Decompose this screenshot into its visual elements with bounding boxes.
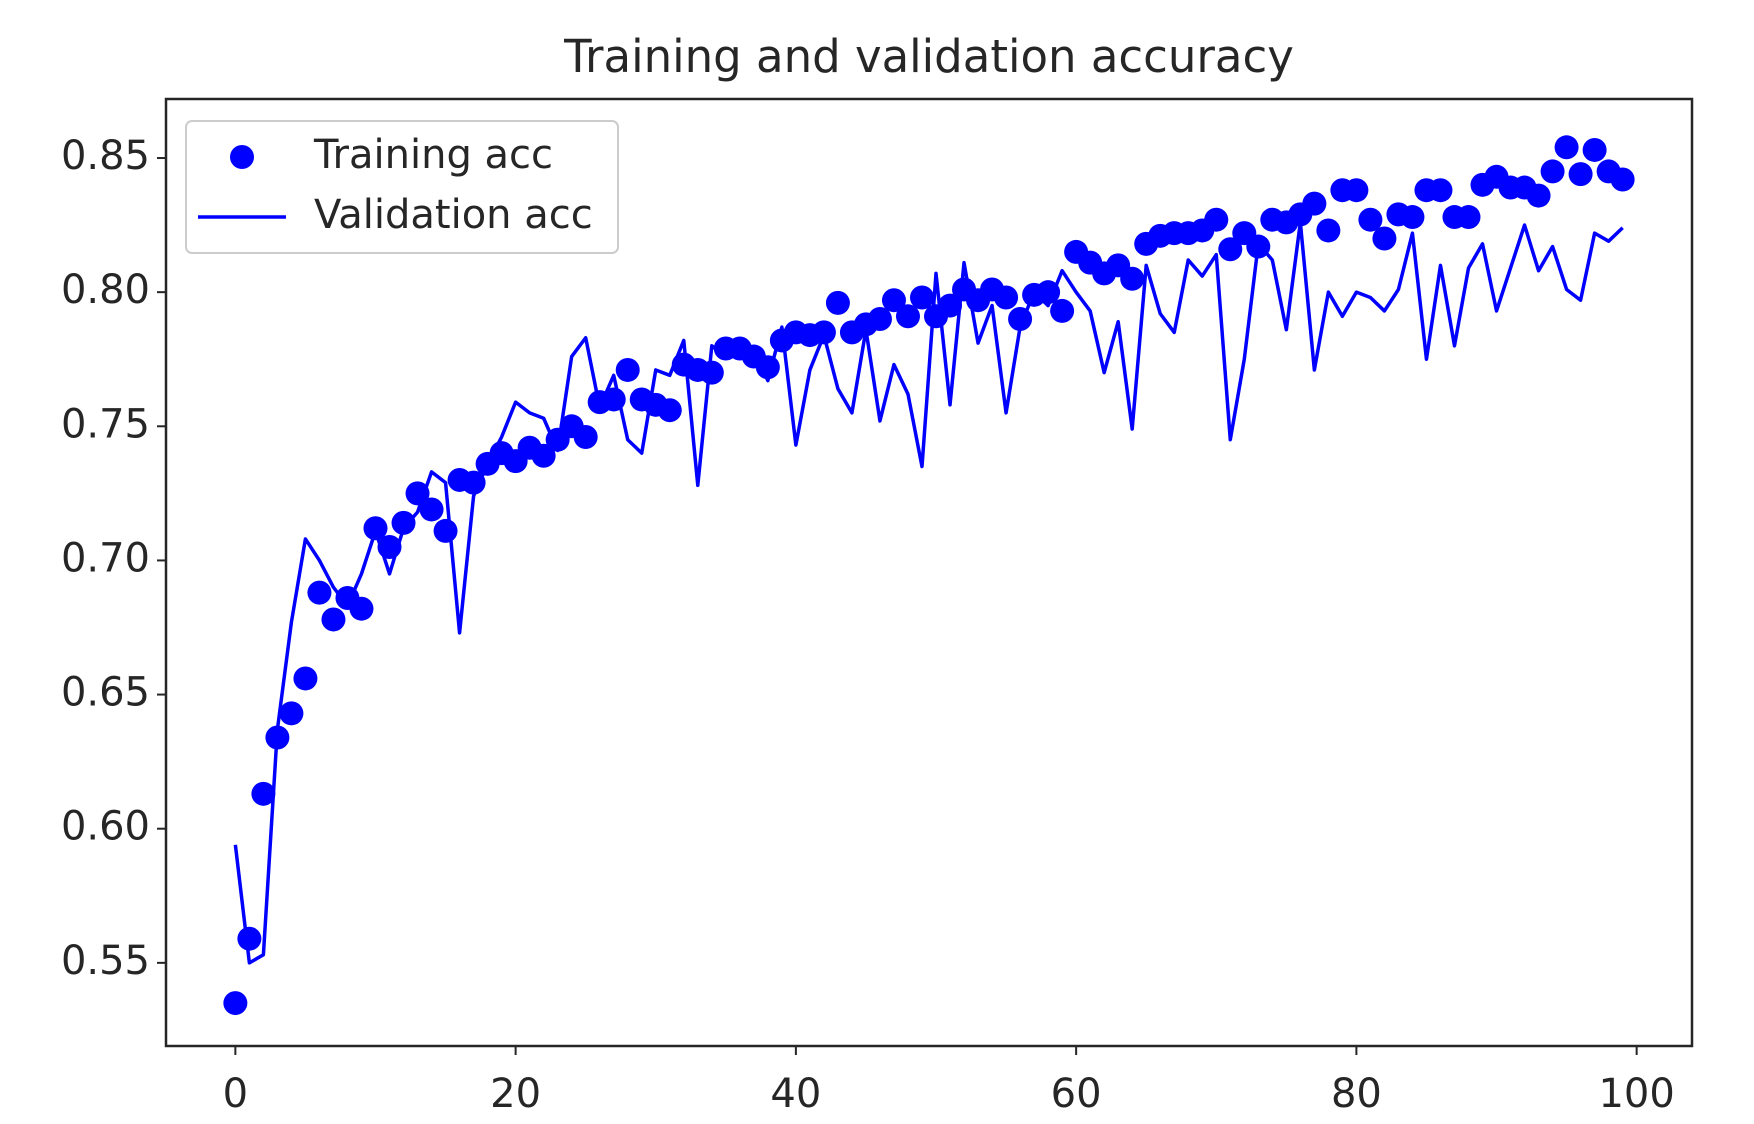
training-dot: [223, 991, 248, 1016]
training-dot: [293, 666, 318, 691]
x-tick-label: 0: [223, 1071, 248, 1117]
legend-marker: [230, 145, 254, 169]
training-dot: [433, 518, 458, 543]
y-tick-label: 0.60: [61, 804, 150, 850]
training-dot: [1316, 218, 1341, 243]
y-tick-label: 0.65: [61, 670, 150, 716]
x-tick-label: 100: [1598, 1071, 1674, 1117]
training-dot: [251, 781, 276, 806]
training-dot: [881, 288, 906, 313]
chart-title: Training and validation accuracy: [563, 30, 1294, 83]
training-dot: [531, 443, 556, 468]
training-dot: [391, 510, 416, 535]
training-dot: [363, 516, 388, 541]
training-dot: [1554, 135, 1579, 160]
training-dot: [573, 425, 598, 450]
training-dot: [1358, 207, 1383, 232]
training-dot: [811, 320, 836, 345]
training-dot: [615, 357, 640, 382]
training-dot: [1610, 167, 1635, 192]
training-dot: [699, 360, 724, 385]
x-tick-label: 60: [1051, 1071, 1102, 1117]
y-tick-label: 0.55: [61, 938, 150, 984]
training-dot: [1372, 226, 1397, 251]
training-dot: [1204, 207, 1229, 232]
x-tick-label: 40: [770, 1071, 821, 1117]
training-dot: [1526, 183, 1551, 208]
legend: Training acc Validation acc: [185, 120, 619, 254]
legend-label: Training acc: [313, 132, 553, 178]
training-dot: [1344, 178, 1369, 203]
training-dot: [321, 607, 346, 632]
training-dot: [419, 497, 444, 522]
training-dot: [994, 285, 1019, 310]
training-dot: [1540, 159, 1565, 184]
training-dot: [1582, 137, 1607, 162]
training-dot: [1302, 191, 1327, 216]
plot-frame: [164, 97, 1694, 1048]
y-tick-label: 0.75: [61, 401, 150, 447]
training-dot: [909, 285, 934, 310]
training-dot: [279, 701, 304, 726]
y-tick-label: 0.85: [61, 133, 150, 179]
training-dot: [349, 596, 374, 621]
validation-line: [233, 220, 1624, 965]
training-dot: [657, 398, 682, 423]
training-dot: [1400, 205, 1425, 230]
legend-label: Validation acc: [314, 192, 593, 238]
training-dot: [938, 293, 963, 318]
training-dot: [1568, 162, 1593, 187]
training-dot: [307, 580, 332, 605]
x-tick-label: 20: [490, 1071, 541, 1117]
legend-box: [185, 120, 619, 254]
training-dot: [237, 926, 262, 951]
training-dot: [461, 470, 486, 495]
training-dot: [1456, 205, 1481, 230]
y-tick-label: 0.80: [61, 267, 150, 313]
y-tick-label: 0.70: [61, 535, 150, 581]
training-dot: [1218, 237, 1243, 262]
training-dot: [1428, 178, 1453, 203]
training-dot: [895, 304, 920, 329]
training-dot: [1050, 298, 1075, 323]
x-tick-label: 80: [1331, 1071, 1382, 1117]
training-dot: [867, 306, 892, 331]
training-dot: [1120, 266, 1145, 291]
training-dot: [825, 290, 850, 315]
